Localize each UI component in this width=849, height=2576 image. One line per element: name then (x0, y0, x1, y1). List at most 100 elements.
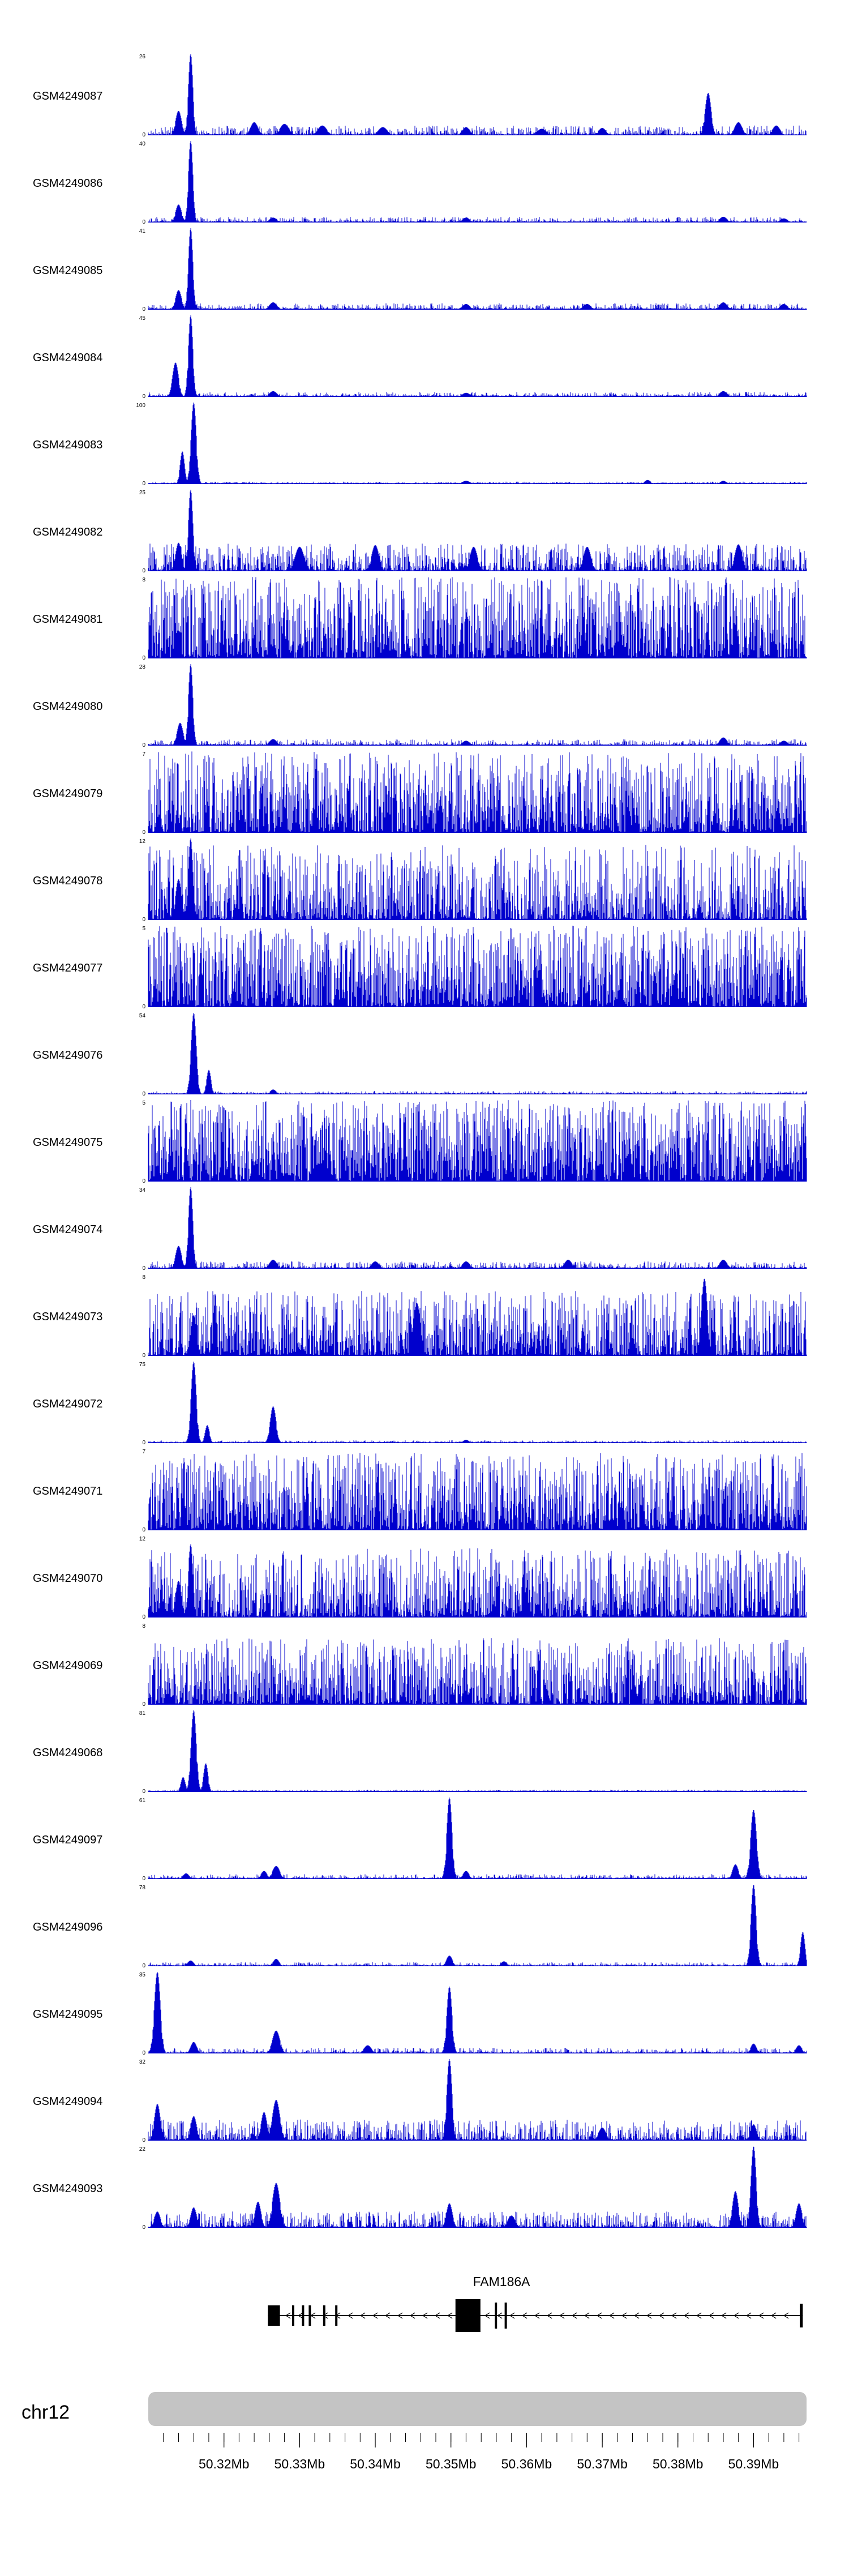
track-label: GSM4249069 (33, 1659, 102, 1672)
signal-baseline (148, 2139, 807, 2141)
coverage-signal (148, 1187, 807, 1269)
strand-arrow-icon (596, 2312, 602, 2319)
strand-arrow-icon (584, 2312, 590, 2319)
track-ymin-label: 0 (142, 2050, 145, 2056)
track-ymax-label: 5 (142, 926, 145, 932)
track-ymin-label: 0 (142, 481, 145, 487)
track-ymax-label: 32 (139, 2059, 146, 2065)
track-ymax-label: 5 (142, 1100, 145, 1106)
track-ymax-label: 12 (139, 1536, 146, 1542)
axis-tick-label: 50.35Mb (426, 2457, 477, 2471)
signal-track: GSM4249079 7 0 (33, 751, 807, 836)
signal-baseline (148, 2227, 807, 2228)
strand-arrow-icon (658, 2312, 664, 2319)
coverage-signal (148, 1362, 807, 1443)
signal-tracks: GSM4249087260GSM4249086400GSM4249085410G… (33, 54, 807, 2231)
strand-arrow-icon (608, 2312, 615, 2319)
signal-baseline (148, 221, 807, 222)
strand-arrow-icon (683, 2312, 689, 2319)
track-ymax-label: 41 (139, 228, 146, 234)
track-label: GSM4249097 (33, 1834, 102, 1846)
strand-arrow-icon (534, 2312, 540, 2319)
track-ymax-label: 8 (142, 1623, 145, 1629)
signal-track: GSM4249095 35 0 (33, 1972, 807, 2056)
exon (504, 2303, 507, 2329)
strand-arrow-icon (571, 2312, 577, 2319)
exon (495, 2303, 498, 2329)
strand-arrow-icon (409, 2312, 415, 2319)
track-label: GSM4249082 (33, 526, 102, 538)
track-label: GSM4249084 (33, 352, 102, 364)
coverage-signal (148, 1100, 807, 1182)
track-ymax-label: 40 (139, 141, 146, 147)
coverage-signal (148, 2146, 807, 2228)
track-ymax-label: 35 (139, 1972, 146, 1978)
track-label: GSM4249085 (33, 264, 102, 277)
track-ymin-label: 0 (142, 132, 145, 138)
track-label: GSM4249071 (33, 1485, 102, 1497)
coverage-signal (148, 751, 807, 833)
coverage-signal (148, 2059, 807, 2141)
track-label: GSM4249075 (33, 1136, 102, 1149)
coverage-signal (148, 490, 807, 571)
track-label: GSM4249080 (33, 700, 102, 713)
track-label: GSM4249070 (33, 1572, 102, 1585)
coverage-signal (148, 1453, 807, 1530)
coverage-signal (148, 403, 807, 484)
signal-track: GSM4249094 32 0 (33, 2059, 807, 2143)
track-ymax-label: 7 (142, 1449, 145, 1455)
track-label: GSM4249095 (33, 2008, 102, 2021)
track-label: GSM4249078 (33, 875, 102, 887)
track-ymin-label: 0 (142, 1265, 145, 1272)
track-ymin-label: 0 (142, 2224, 145, 2231)
coverage-signal (148, 228, 807, 310)
exon (800, 2304, 803, 2327)
track-ymax-label: 75 (139, 1362, 146, 1368)
signal-track: GSM4249082 25 0 (33, 490, 807, 574)
coverage-signal (148, 1278, 807, 1356)
track-label: GSM4249079 (33, 788, 102, 800)
strand-arrow-icon (721, 2312, 727, 2319)
strand-arrow-icon (696, 2312, 702, 2319)
signal-baseline (148, 1442, 807, 1443)
axis-tick-label: 50.37Mb (577, 2457, 628, 2471)
strand-arrow-icon (770, 2312, 777, 2319)
track-ymax-label: 61 (139, 1798, 146, 1804)
coverage-signal (148, 141, 807, 222)
signal-track: GSM4249073 8 0 (33, 1274, 807, 1359)
signal-baseline (148, 1268, 807, 1269)
strand-arrow-icon (384, 2312, 391, 2319)
exon (302, 2305, 305, 2326)
track-ymax-label: 12 (139, 838, 146, 845)
track-ymin-label: 0 (142, 1353, 145, 1359)
track-label: GSM4249077 (33, 962, 102, 974)
strand-arrow-icon (509, 2312, 515, 2319)
signal-track: GSM4249070 12 0 (33, 1536, 807, 1620)
signal-baseline (148, 309, 807, 310)
signal-track: GSM4249076 54 0 (33, 1013, 807, 1097)
exon (308, 2305, 311, 2326)
signal-baseline (148, 2052, 807, 2053)
strand-arrow-icon (621, 2312, 627, 2319)
gene-model-track: FAM186A (268, 2274, 803, 2332)
signal-baseline (148, 1704, 807, 1705)
exon (323, 2305, 325, 2326)
strand-arrow-icon (397, 2312, 403, 2319)
track-ymax-label: 81 (139, 1710, 146, 1717)
strand-arrow-icon (496, 2312, 503, 2319)
track-ymin-label: 0 (142, 1440, 145, 1446)
track-ymin-label: 0 (142, 2137, 145, 2143)
track-ymax-label: 25 (139, 490, 146, 496)
track-ymin-label: 0 (142, 1876, 145, 1882)
strand-arrow-icon (783, 2312, 789, 2319)
track-label: GSM4249076 (33, 1049, 102, 1062)
strand-arrow-icon (671, 2312, 677, 2319)
strand-arrow-icon (633, 2312, 640, 2319)
track-ymin-label: 0 (142, 1004, 145, 1010)
strand-arrow-icon (745, 2312, 752, 2319)
strand-arrow-icon (285, 2312, 291, 2319)
track-ymin-label: 0 (142, 655, 145, 661)
signal-baseline (148, 832, 807, 833)
strand-arrow-icon (546, 2312, 552, 2319)
track-ymin-label: 0 (142, 306, 145, 313)
